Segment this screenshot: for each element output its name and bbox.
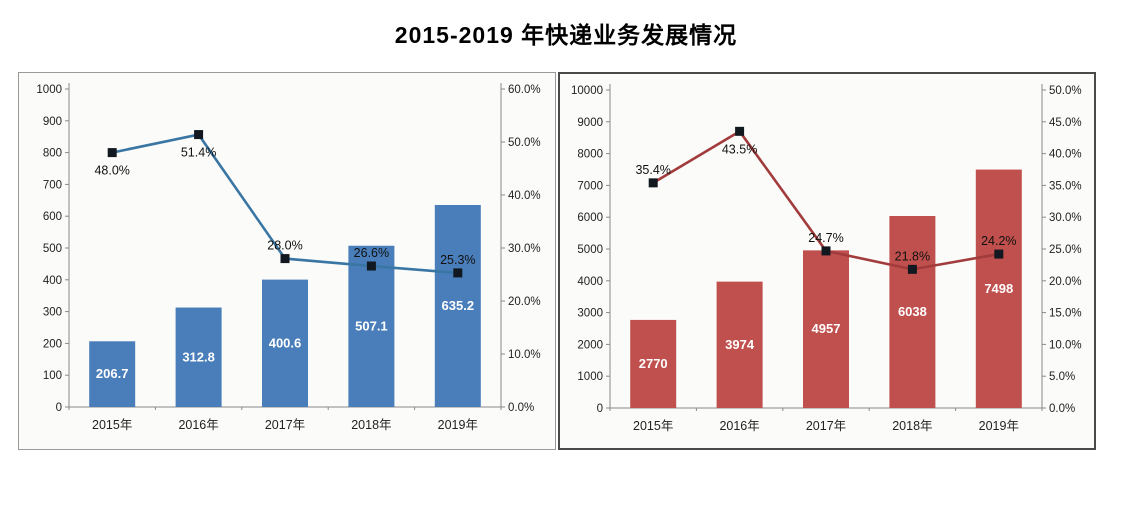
bar (434, 205, 481, 407)
category-label: 2015年 (92, 418, 132, 432)
right-axis-tick-label: 60.0% (508, 84, 541, 96)
right-axis-tick-label: 25.0% (1049, 244, 1082, 256)
growth-value-label: 28.0% (267, 239, 302, 253)
left-axis-tick-label: 0 (597, 403, 603, 415)
left-axis-tick-label: 900 (43, 116, 62, 128)
left-axis-tick-label: 400 (43, 275, 62, 287)
line-marker (907, 264, 917, 274)
growth-value-label: 21.8% (895, 249, 930, 263)
bar-value-label: 7498 (984, 281, 1013, 296)
right-axis-tick-label: 10.0% (508, 349, 541, 361)
right-axis-tick-label: 15.0% (1049, 308, 1082, 320)
left-axis-tick-label: 800 (43, 148, 62, 160)
bar-value-label: 635.2 (442, 298, 475, 313)
right-axis-tick-label: 5.0% (1049, 371, 1075, 383)
right-axis-tick-label: 50.0% (1049, 85, 1082, 97)
bar-value-label: 507.1 (355, 318, 388, 333)
left-axis-tick-label: 3000 (577, 308, 603, 320)
bar (716, 281, 763, 408)
bar-value-label: 312.8 (182, 349, 215, 364)
bar (975, 169, 1022, 408)
category-label: 2017年 (806, 419, 846, 433)
bar-value-label: 206.7 (96, 366, 129, 381)
category-label: 2016年 (178, 418, 218, 432)
right-axis-tick-label: 40.0% (1049, 149, 1082, 161)
left-axis-tick-label: 10000 (571, 85, 603, 97)
category-label: 2016年 (719, 419, 759, 433)
bar (175, 307, 222, 407)
growth-value-label: 48.0% (94, 164, 129, 178)
growth-value-label: 26.6% (354, 246, 389, 260)
left-axis-tick-label: 100 (43, 370, 62, 382)
category-label: 2015年 (633, 419, 673, 433)
category-label: 2017年 (265, 418, 305, 432)
category-label: 2018年 (351, 418, 391, 432)
left-axis-tick-label: 0 (56, 402, 62, 414)
right-axis-tick-label: 30.0% (508, 243, 541, 255)
growth-value-label: 43.5% (722, 142, 757, 156)
right-axis-tick-label: 50.0% (508, 137, 541, 149)
growth-value-label: 25.3% (440, 253, 475, 267)
left-axis-tick-label: 5000 (577, 244, 603, 256)
left-axis-tick-label: 1000 (36, 84, 62, 96)
growth-value-label: 51.4% (181, 146, 216, 160)
left-axis-tick-label: 7000 (577, 180, 603, 192)
category-label: 2019年 (979, 419, 1019, 433)
line-marker (648, 178, 658, 188)
left-axis-tick-label: 8000 (577, 149, 603, 161)
line-marker (735, 126, 745, 136)
line-marker (107, 148, 117, 158)
line-marker (280, 254, 290, 264)
right-axis-tick-label: 40.0% (508, 190, 541, 202)
volume-chart-panel: 0 100 200 300 400 500 600 700 800 900 1000 0.0% 10.0… (18, 72, 556, 450)
right-axis-tick-label: 20.0% (1049, 276, 1082, 288)
bar-value-label: 400.6 (269, 335, 302, 350)
left-axis-tick-label: 300 (43, 307, 62, 319)
growth-value-label: 35.4% (635, 163, 670, 177)
right-axis-tick-label: 10.0% (1049, 339, 1082, 351)
bar (262, 279, 308, 407)
right-axis-tick-label: 0.0% (1049, 403, 1075, 415)
right-axis-tick-label: 30.0% (1049, 212, 1082, 224)
left-axis-tick-label: 9000 (577, 117, 603, 129)
line-marker (194, 130, 204, 140)
bar (630, 319, 677, 408)
left-axis-tick-label: 700 (43, 179, 62, 191)
right-axis-tick-label: 20.0% (508, 296, 541, 308)
right-axis-tick-label: 45.0% (1049, 117, 1082, 129)
growth-value-label: 24.2% (981, 234, 1016, 248)
line-marker (821, 246, 831, 256)
line-marker (366, 261, 376, 271)
bar (803, 250, 849, 408)
bar-value-label: 6038 (898, 304, 927, 319)
left-axis-tick-label: 500 (43, 243, 62, 255)
right-axis-tick-label: 35.0% (1049, 180, 1082, 192)
bar (89, 341, 136, 407)
left-axis-tick-label: 2000 (577, 339, 603, 351)
line-marker (453, 268, 463, 278)
left-axis-tick-label: 200 (43, 338, 62, 350)
volume-chart: 0 100 200 300 400 500 600 700 800 900 1000 0.0% 10.0… (36, 83, 541, 432)
chart-title: 2015-2019 年快递业务发展情况 (394, 22, 738, 48)
revenue-chart: 0 1000 2000 3000 4000 5000 6000 7000 8000 9000 100… (571, 84, 1082, 433)
bar (348, 245, 395, 407)
growth-value-label: 24.7% (808, 231, 843, 245)
line-marker (994, 249, 1004, 259)
category-label: 2018年 (892, 419, 932, 433)
left-axis-tick-label: 4000 (577, 276, 603, 288)
left-axis-tick-label: 1000 (577, 371, 603, 383)
category-label: 2019年 (438, 418, 478, 432)
bar-value-label: 4957 (812, 321, 841, 336)
bar-value-label: 2770 (639, 356, 668, 371)
bar-value-label: 3974 (725, 337, 755, 352)
right-axis-tick-label: 0.0% (508, 402, 534, 414)
bar (889, 215, 936, 408)
revenue-chart-panel: 0 1000 2000 3000 4000 5000 6000 7000 8000 9000 100… (558, 72, 1096, 450)
left-axis-tick-label: 6000 (577, 212, 603, 224)
left-axis-tick-label: 600 (43, 211, 62, 223)
